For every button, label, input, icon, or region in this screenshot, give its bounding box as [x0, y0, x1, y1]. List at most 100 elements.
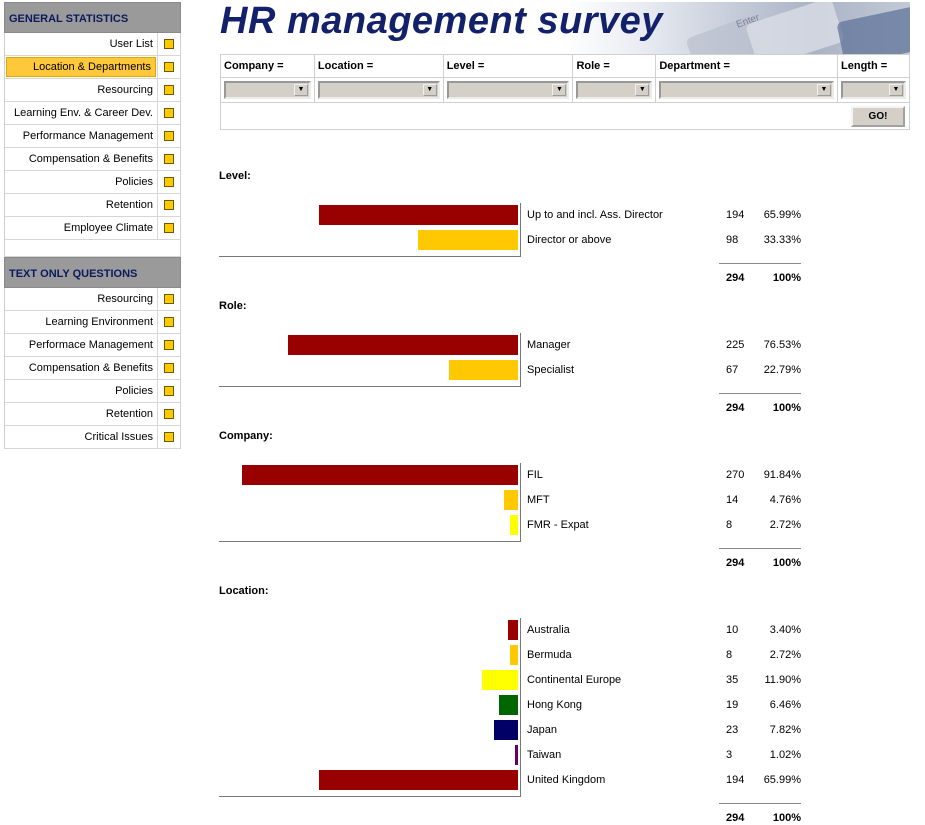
sidebar-item-learning-env-and-career-dev[interactable]: Learning Env. & Career Dev. [5, 102, 180, 125]
sidebar-item-label: Policies [115, 385, 153, 397]
bar-chart: Up to and incl. Ass. Director 194 65.99% Di… [219, 203, 804, 297]
category-label: Australia [527, 624, 570, 636]
yellow-square-icon[interactable] [164, 154, 174, 164]
length-select[interactable]: ▼ [841, 81, 906, 99]
sidebar-item-label: Resourcing [97, 293, 153, 305]
sidebar-item-marker-cell [157, 148, 180, 170]
chart-axis-vertical [520, 333, 521, 387]
sidebar-text-item-critical-issues[interactable]: Critical Issues [5, 426, 180, 449]
chart-bar [510, 645, 518, 665]
yellow-square-icon[interactable] [164, 432, 174, 442]
yellow-square-icon[interactable] [164, 294, 174, 304]
chart-bar [494, 720, 518, 740]
sidebar-item-label: Learning Env. & Career Dev. [14, 107, 153, 119]
category-count: 270 [726, 469, 745, 481]
chart-axis-horizontal [219, 333, 521, 387]
category-label: Hong Kong [527, 699, 583, 711]
sidebar-text-item-policies[interactable]: Policies [5, 380, 180, 403]
category-percent: 91.84% [763, 469, 801, 481]
sidebar-item-label: Critical Issues [84, 431, 153, 443]
sidebar-item-label: Retention [105, 408, 153, 420]
category-count: 8 [726, 649, 733, 661]
keyboard-key-image [745, 2, 845, 54]
total-divider [719, 263, 801, 264]
category-percent: 65.99% [763, 774, 801, 786]
category-count: 225 [726, 339, 745, 351]
yellow-square-icon[interactable] [164, 386, 174, 396]
chevron-down-icon[interactable]: ▼ [293, 84, 308, 96]
yellow-square-icon[interactable] [164, 340, 174, 350]
level-select[interactable]: ▼ [446, 81, 570, 99]
sidebar-item-label: Compensation & Benefits [28, 153, 153, 165]
sidebar-text-item-performace-management[interactable]: Performace Management [5, 334, 180, 357]
category-count: 8 [726, 519, 733, 531]
chevron-down-icon[interactable]: ▼ [552, 84, 567, 96]
chart-bar [319, 770, 518, 790]
sidebar-item-performance-management[interactable]: Performance Management [5, 125, 180, 148]
location-select[interactable]: ▼ [317, 81, 440, 99]
sidebar-item-label: Employee Climate [63, 222, 153, 234]
filter-label-department: Department = [655, 54, 839, 78]
bar-chart: FIL 270 91.84% MFT 14 4.76% FMR - Expat 8 2.72% 2… [219, 463, 804, 582]
total-divider [719, 548, 801, 549]
category-count: 67 [726, 364, 739, 376]
department-select[interactable]: ▼ [659, 81, 835, 99]
category-count: 3 [726, 749, 733, 761]
yellow-square-icon[interactable] [164, 409, 174, 419]
sidebar-item-marker-cell [157, 288, 180, 310]
yellow-square-icon[interactable] [164, 131, 174, 141]
chart-axis-horizontal [219, 618, 521, 797]
chart-bar [449, 360, 518, 380]
sidebar-item-marker-cell [157, 380, 180, 402]
yellow-square-icon[interactable] [164, 39, 174, 49]
chevron-down-icon[interactable]: ▼ [817, 84, 832, 96]
role-select[interactable]: ▼ [576, 81, 653, 99]
chart-title: Company: [219, 430, 273, 442]
chart-bar [418, 230, 518, 250]
text-only-questions-list: Resourcing Learning Environment Performace… [4, 288, 181, 449]
sidebar-item-location-and-departments[interactable]: Location & Departments [5, 56, 180, 79]
keyboard-key-image [836, 6, 910, 54]
sidebar-text-item-compensation-and-benefits[interactable]: Compensation & Benefits [5, 357, 180, 380]
chart-axis-vertical [520, 618, 521, 797]
bar-chart: Manager 225 76.53% Specialist 67 22.79% 294 100… [219, 333, 804, 427]
sidebar-item-compensation-and-benefits[interactable]: Compensation & Benefits [5, 148, 180, 171]
yellow-square-icon[interactable] [164, 62, 174, 72]
category-percent: 1.02% [769, 749, 801, 761]
yellow-square-icon[interactable] [164, 317, 174, 327]
text-only-questions-header: TEXT ONLY QUESTIONS [4, 257, 181, 288]
filter-label-company: Company = [220, 54, 315, 78]
company-select[interactable]: ▼ [224, 81, 311, 99]
category-label: Specialist [527, 364, 575, 376]
sidebar-item-marker-cell [157, 403, 180, 425]
sidebar-text-item-resourcing[interactable]: Resourcing [5, 288, 180, 311]
category-percent: 22.79% [763, 364, 801, 376]
banner: Enter HR management survey [220, 2, 910, 54]
sidebar-item-resourcing[interactable]: Resourcing [5, 79, 180, 102]
chevron-down-icon[interactable]: ▼ [635, 84, 650, 96]
category-percent: 4.76% [769, 494, 801, 506]
yellow-square-icon[interactable] [164, 200, 174, 210]
sidebar-item-marker-cell [157, 79, 180, 101]
category-label: FIL [527, 469, 543, 481]
sidebar-item-policies[interactable]: Policies [5, 171, 180, 194]
yellow-square-icon[interactable] [164, 223, 174, 233]
chart-bar [504, 490, 518, 510]
sidebar-item-marker-cell [157, 217, 180, 239]
sidebar-item-employee-climate[interactable]: Employee Climate [5, 217, 180, 240]
yellow-square-icon[interactable] [164, 177, 174, 187]
yellow-square-icon[interactable] [164, 85, 174, 95]
yellow-square-icon[interactable] [164, 108, 174, 118]
go-button[interactable]: GO! [851, 105, 905, 127]
category-label: Taiwan [527, 749, 562, 761]
sidebar-spacer [4, 240, 181, 257]
sidebar-item-user-list[interactable]: User List [5, 33, 180, 56]
chart-axis-vertical [520, 463, 521, 542]
yellow-square-icon[interactable] [164, 363, 174, 373]
chevron-down-icon[interactable]: ▼ [889, 84, 903, 96]
sidebar-item-retention[interactable]: Retention [5, 194, 180, 217]
chevron-down-icon[interactable]: ▼ [422, 84, 437, 96]
sidebar-text-item-retention[interactable]: Retention [5, 403, 180, 426]
sidebar-item-label: Performance Management [22, 130, 153, 142]
sidebar-text-item-learning-environment[interactable]: Learning Environment [5, 311, 180, 334]
